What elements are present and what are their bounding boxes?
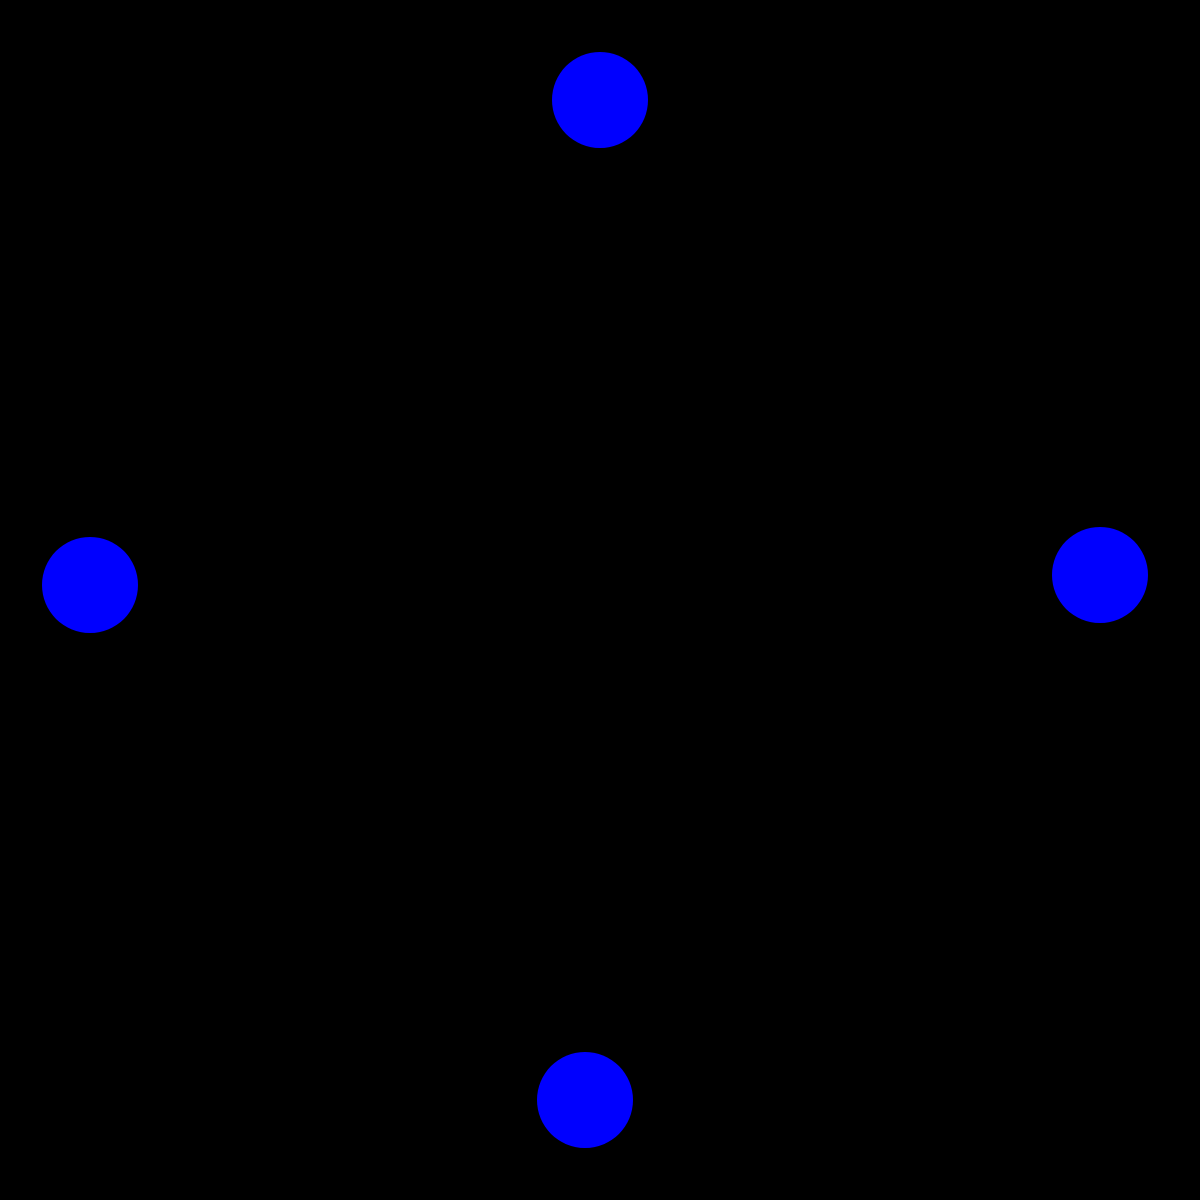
node-right bbox=[1052, 527, 1148, 623]
node-top bbox=[552, 52, 648, 148]
node-left bbox=[42, 537, 138, 633]
graph-diagram bbox=[0, 0, 1200, 1200]
node-bottom bbox=[537, 1052, 633, 1148]
